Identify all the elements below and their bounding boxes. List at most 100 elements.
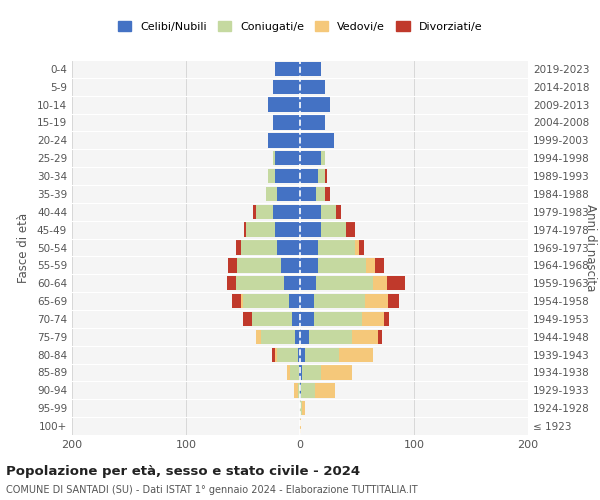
Bar — [300, 330, 309, 344]
Text: COMUNE DI SANTADI (SU) - Dati ISTAT 1° gennaio 2024 - Elaborazione TUTTITALIA.IT: COMUNE DI SANTADI (SU) - Dati ISTAT 1° g… — [6, 485, 418, 495]
Bar — [300, 187, 316, 201]
Bar — [300, 366, 302, 380]
Bar — [295, 330, 300, 344]
Bar — [227, 276, 236, 290]
Bar — [339, 348, 373, 362]
Bar — [300, 258, 318, 272]
Legend: Celibi/Nubili, Coniugati/e, Vedovi/e, Divorziati/e: Celibi/Nubili, Coniugati/e, Vedovi/e, Di… — [113, 17, 487, 36]
Bar — [386, 276, 405, 290]
Bar — [337, 204, 341, 219]
Bar — [300, 62, 320, 76]
Bar — [309, 330, 352, 344]
Bar — [352, 330, 377, 344]
Bar — [300, 133, 334, 148]
Bar — [300, 222, 320, 237]
Bar — [320, 366, 352, 380]
Bar — [277, 240, 300, 254]
Bar — [241, 294, 243, 308]
Text: Popolazione per età, sesso e stato civile - 2024: Popolazione per età, sesso e stato civil… — [6, 465, 360, 478]
Bar — [243, 312, 252, 326]
Bar — [373, 276, 386, 290]
Bar — [325, 187, 329, 201]
Bar — [290, 366, 299, 380]
Bar — [298, 348, 300, 362]
Bar — [272, 116, 300, 130]
Bar — [292, 312, 300, 326]
Bar — [268, 169, 275, 183]
Bar — [271, 348, 275, 362]
Bar — [300, 294, 314, 308]
Bar — [320, 151, 325, 166]
Y-axis label: Fasce di età: Fasce di età — [17, 212, 30, 282]
Bar — [365, 294, 388, 308]
Bar — [300, 151, 320, 166]
Bar — [261, 330, 295, 344]
Bar — [305, 348, 339, 362]
Bar — [388, 294, 399, 308]
Bar — [375, 258, 385, 272]
Bar — [300, 401, 302, 415]
Bar — [272, 80, 300, 94]
Bar — [281, 258, 300, 272]
Y-axis label: Anni di nascita: Anni di nascita — [584, 204, 596, 291]
Bar — [236, 240, 241, 254]
Bar — [295, 383, 298, 398]
Bar — [236, 276, 284, 290]
Bar — [247, 222, 275, 237]
Bar — [268, 98, 300, 112]
Bar — [318, 240, 355, 254]
Bar — [300, 98, 329, 112]
Bar — [316, 187, 325, 201]
Bar — [300, 419, 301, 433]
Bar — [300, 204, 320, 219]
Bar — [325, 169, 328, 183]
Bar — [298, 383, 300, 398]
Bar — [284, 276, 300, 290]
Bar — [287, 366, 290, 380]
Bar — [320, 204, 337, 219]
Bar — [289, 294, 300, 308]
Bar — [232, 294, 241, 308]
Bar — [302, 401, 305, 415]
Bar — [256, 330, 261, 344]
Bar — [300, 169, 318, 183]
Bar — [253, 204, 256, 219]
Bar — [299, 366, 300, 380]
Bar — [272, 151, 275, 166]
Bar — [241, 240, 277, 254]
Bar — [300, 116, 325, 130]
Bar — [366, 258, 375, 272]
Bar — [277, 348, 298, 362]
Bar — [266, 187, 277, 201]
Bar — [275, 151, 300, 166]
Bar — [272, 204, 300, 219]
Bar — [359, 240, 364, 254]
Bar — [355, 240, 359, 254]
Bar — [385, 312, 389, 326]
Bar — [314, 294, 365, 308]
Bar — [300, 312, 314, 326]
Bar — [300, 80, 325, 94]
Bar — [275, 348, 277, 362]
Bar — [277, 187, 300, 201]
Bar — [377, 330, 382, 344]
Bar — [238, 258, 281, 272]
Bar — [315, 383, 335, 398]
Bar — [275, 169, 300, 183]
Bar — [275, 222, 300, 237]
Bar — [243, 294, 289, 308]
Bar — [318, 258, 366, 272]
Bar — [300, 383, 301, 398]
Bar — [300, 276, 316, 290]
Bar — [228, 258, 238, 272]
Bar — [346, 222, 355, 237]
Bar — [300, 348, 305, 362]
Bar — [301, 383, 315, 398]
Bar — [362, 312, 385, 326]
Bar — [302, 366, 320, 380]
Bar — [268, 133, 300, 148]
Bar — [316, 276, 373, 290]
Bar — [318, 169, 325, 183]
Bar — [252, 312, 292, 326]
Bar — [320, 222, 346, 237]
